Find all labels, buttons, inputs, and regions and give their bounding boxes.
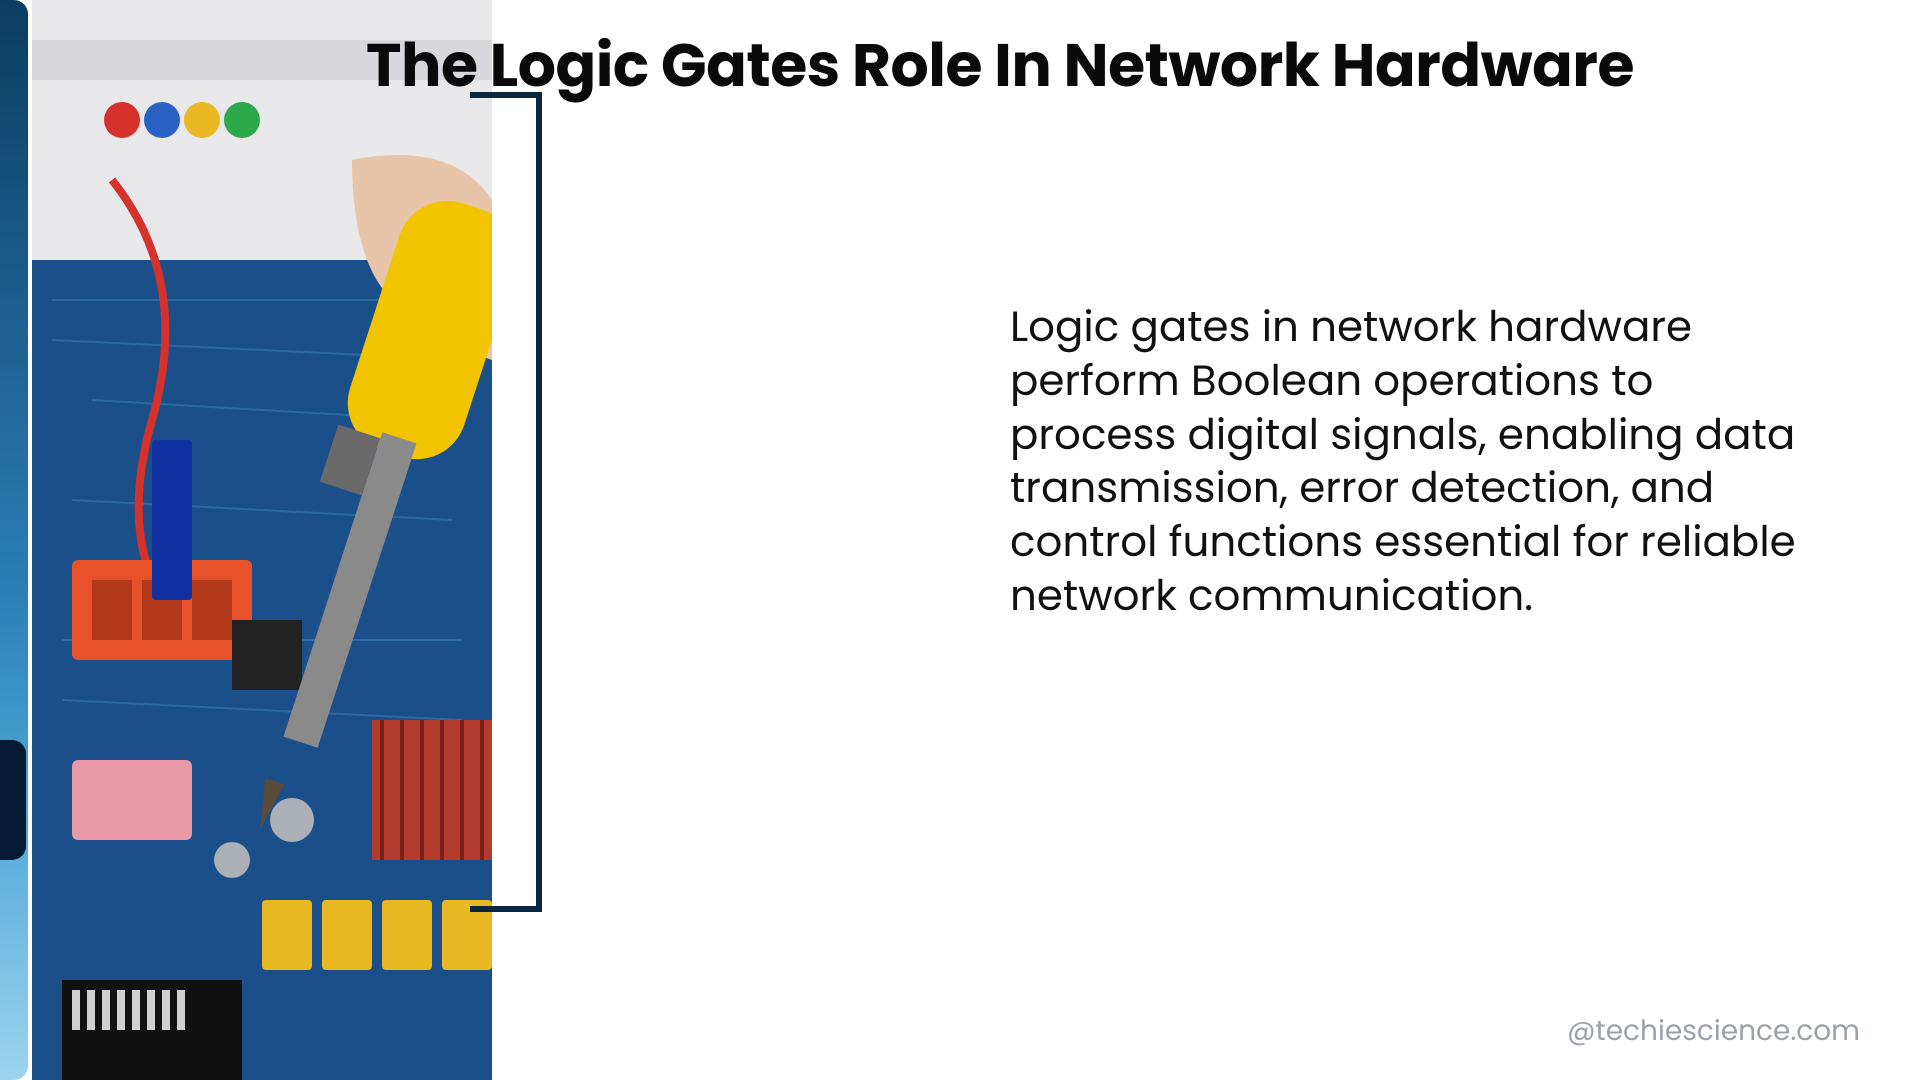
left-accent-pill [0,740,26,860]
left-accent-bar [0,0,28,1080]
page-title: The Logic Gates Role In Network Hardware [300,20,1700,110]
footer-attribution: @techiescience.com [1567,1010,1860,1052]
slide: The Logic Gates Role In Network Hardware… [0,0,1920,1080]
hero-image [32,0,492,1080]
image-frame-accent [470,92,542,912]
body-paragraph: Logic gates in network hardware perform … [1010,300,1820,623]
